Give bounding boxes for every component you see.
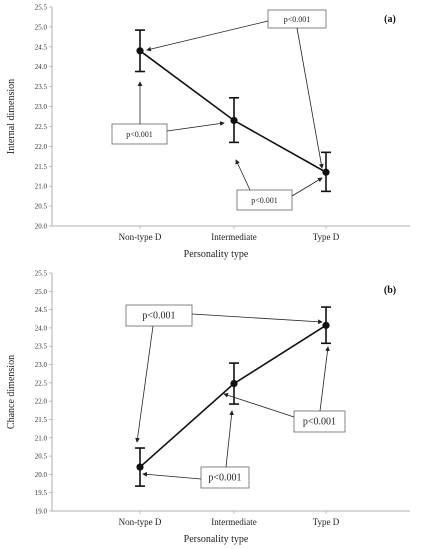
- y-tick-label: 23.0: [35, 103, 48, 111]
- data-point: [322, 321, 330, 329]
- annotation-text: p<0.001: [142, 311, 175, 322]
- panel-b-chart: 19.0 19.5 20.0 20.5 21.0 21.5 22.0 22.5 23.0 23.5…: [6, 270, 410, 545]
- x-tick-label: Intermediate: [211, 517, 256, 527]
- x-axis-label: Personality type: [184, 534, 249, 545]
- y-tick-label: 20.5: [35, 203, 48, 211]
- y-tick-label: 25.0: [35, 23, 48, 31]
- y-tick-label: 24.5: [35, 43, 48, 51]
- y-axis-label: Internal dimension: [6, 79, 17, 154]
- x-tick-label: Type D: [313, 232, 340, 242]
- annotation-text: p<0.001: [303, 417, 336, 428]
- x-axis-label: Personality type: [184, 249, 249, 260]
- y-tick-label: 19.5: [35, 489, 48, 497]
- annotation-arrow: [223, 392, 295, 418]
- panel-a-chart: 20.0 20.5 21.0 21.5 22.0 22.5 23.0 23.5 24.0 24.5…: [6, 4, 410, 260]
- series-line: [139, 324, 327, 468]
- panel-label: (b): [384, 285, 396, 296]
- annotation-arrow: [319, 346, 330, 412]
- y-tick-label: 21.0: [35, 183, 48, 191]
- y-tick-label: 25.5: [35, 4, 48, 12]
- x-tick-label: Non-type D: [119, 517, 162, 527]
- y-tick-label: 20.5: [35, 453, 48, 461]
- annotation-box: [125, 304, 193, 327]
- data-point: [136, 47, 144, 55]
- y-axis-label: Chance dimension: [6, 355, 17, 429]
- y-tick-label: 19.0: [35, 508, 48, 516]
- data-point: [136, 463, 144, 471]
- annotation-box: [293, 410, 346, 433]
- y-tick-label: 23.5: [35, 343, 48, 351]
- y-tick-label: 25.5: [35, 270, 48, 278]
- annotation-arrow: [142, 471, 202, 480]
- x-tick-label: Intermediate: [211, 232, 256, 242]
- annotation-arrow: [146, 20, 269, 52]
- annotation-box: [200, 466, 250, 489]
- y-tick-label: 22.0: [35, 143, 48, 151]
- y-tick-label: 22.0: [35, 398, 48, 406]
- x-tick-label: Type D: [313, 517, 340, 527]
- data-point: [230, 379, 238, 388]
- y-tick-label: 24.0: [35, 324, 48, 332]
- y-tick-label: 21.5: [35, 416, 48, 424]
- y-tick-label: 24.0: [35, 63, 48, 71]
- annotation-text: p<0.001: [251, 196, 278, 205]
- y-tick-label: 23.0: [35, 361, 48, 369]
- x-tick-label: Non-type D: [119, 232, 162, 242]
- data-point: [230, 116, 238, 125]
- annotation-text: p<0.001: [126, 130, 153, 139]
- annotation-box: [111, 123, 168, 145]
- annotation-arrow: [225, 410, 234, 468]
- annotation-arrow: [166, 121, 225, 132]
- y-tick-label: 20.0: [35, 223, 48, 231]
- annotation-arrow: [135, 325, 154, 443]
- series-line: [139, 50, 327, 173]
- y-tick-label: 24.5: [35, 306, 48, 314]
- annotation-arrow: [291, 177, 323, 197]
- y-tick-label: 21.0: [35, 434, 48, 442]
- y-tick-label: 22.5: [35, 379, 48, 387]
- y-tick-label: 20.0: [35, 471, 48, 479]
- annotation-arrow: [296, 27, 324, 169]
- annotation-arrow: [191, 313, 323, 325]
- annotation-arrow: [235, 159, 251, 191]
- y-tick-label: 25.0: [35, 288, 48, 296]
- data-point: [322, 168, 330, 176]
- panel-label: (a): [384, 14, 396, 25]
- annotation-box: [236, 189, 293, 211]
- annotation-text: p<0.001: [208, 473, 241, 484]
- y-tick-label: 21.5: [35, 163, 48, 171]
- y-tick-label: 23.5: [35, 83, 48, 91]
- y-tick-label: 22.5: [35, 123, 48, 131]
- annotation-text: p<0.001: [284, 15, 311, 24]
